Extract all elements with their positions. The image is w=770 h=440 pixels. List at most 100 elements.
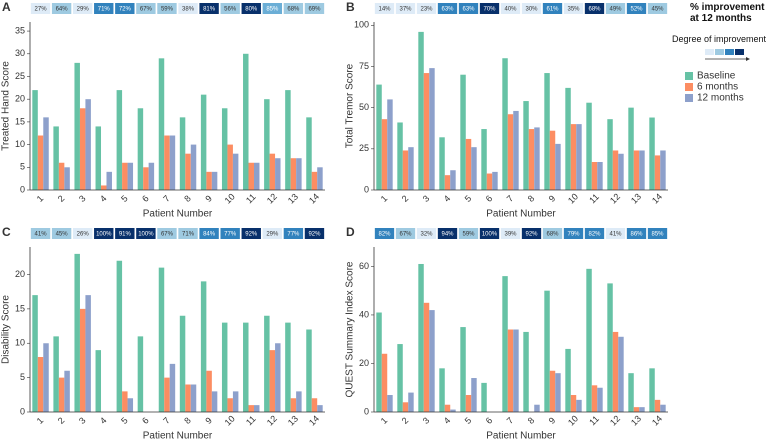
x-tick-label: 3 [421,415,432,426]
improvement-label: 70% [483,6,496,12]
bar [64,370,70,412]
bar [101,185,107,190]
bar [534,127,540,190]
bar [544,73,550,190]
x-tick-label: 1 [379,193,390,204]
bar [85,99,91,190]
x-tick-label: 1 [35,415,46,426]
bar [169,363,176,412]
x-tick-label: 7 [505,193,516,204]
bar [127,162,134,190]
bar [158,58,165,190]
panel-label: A [2,0,11,14]
improvement-box [72,228,93,239]
x-axis-label: Patient Number [143,209,213,220]
x-axis-label: Patient Number [486,209,556,220]
improvement-box [262,228,283,239]
improvement-box [51,3,72,14]
improvement-box [416,228,437,239]
bar [460,327,466,412]
bar [649,117,655,190]
improvement-box [521,228,542,239]
improvement-label: 49% [609,6,622,12]
y-tick-label: 5 [20,372,25,382]
bar [185,384,191,412]
improvement-label: 68% [546,231,559,237]
bar [565,348,571,412]
x-tick-label: 9 [203,415,214,426]
bar [618,153,624,190]
bar [122,391,128,412]
bar [576,124,582,190]
bar [232,153,239,190]
bar [586,102,592,190]
improvement-box [395,228,416,239]
bar [158,267,165,412]
bar [116,90,123,190]
bar [534,404,540,412]
improvement-box [416,3,437,14]
bar [591,162,598,190]
bar [544,290,550,412]
improvement-box [605,228,626,239]
bar [376,312,382,412]
y-axis-label: Treated Hand Score [1,61,12,151]
bar [654,399,661,412]
bar [164,377,170,412]
legend-title: % improvement at 12 months [690,2,765,24]
bar [607,119,613,190]
bar [243,322,249,412]
x-tick-label: 6 [484,415,495,426]
improvement-box [30,3,51,14]
bar [570,395,577,412]
x-tick-label: 3 [421,193,432,204]
improvement-box [500,228,521,239]
improvement-box [115,3,135,14]
x-tick-label: 2 [400,193,411,204]
bar [243,53,249,190]
bar [253,162,260,190]
x-tick-label: 1 [35,193,46,204]
bar [465,395,472,412]
improvement-box [304,3,325,14]
bar [95,350,102,412]
x-axis-label: Patient Number [143,431,213,440]
x-tick-label: 4 [98,415,109,426]
bar [418,263,424,412]
bar [565,87,571,190]
bar [79,108,86,190]
improvement-label: 32% [420,231,433,237]
bar [106,171,112,190]
y-tick-label: 15 [15,116,25,126]
improvement-label: 100% [482,231,498,237]
improvement-label: 86% [630,231,643,237]
bar [444,175,451,190]
improvement-label: 92% [308,231,321,237]
bar [211,391,218,412]
bar [179,117,186,190]
improvement-box [626,3,647,14]
bar [429,310,435,412]
improvement-label: 38% [182,6,195,12]
bar [137,336,144,412]
bar [137,108,144,190]
improvement-label: 82% [378,231,391,237]
bar [513,329,519,412]
x-tick-label: 8 [526,193,537,204]
y-tick-label: 75 [359,61,369,71]
improvement-label: 35% [567,6,580,12]
bar [185,153,191,190]
bar [507,114,514,190]
y-tick-label: 5 [20,162,25,172]
bar [164,135,170,190]
bar [37,135,44,190]
bar [285,90,291,190]
x-tick-label: 7 [505,415,516,426]
y-tick-label: 40 [359,309,369,319]
improvement-label: 94% [441,231,454,237]
x-tick-label: 10 [223,413,237,427]
x-tick-label: 3 [77,193,88,204]
bar [143,167,149,190]
x-tick-label: 14 [307,413,321,427]
improvement-label: 77% [224,231,237,237]
